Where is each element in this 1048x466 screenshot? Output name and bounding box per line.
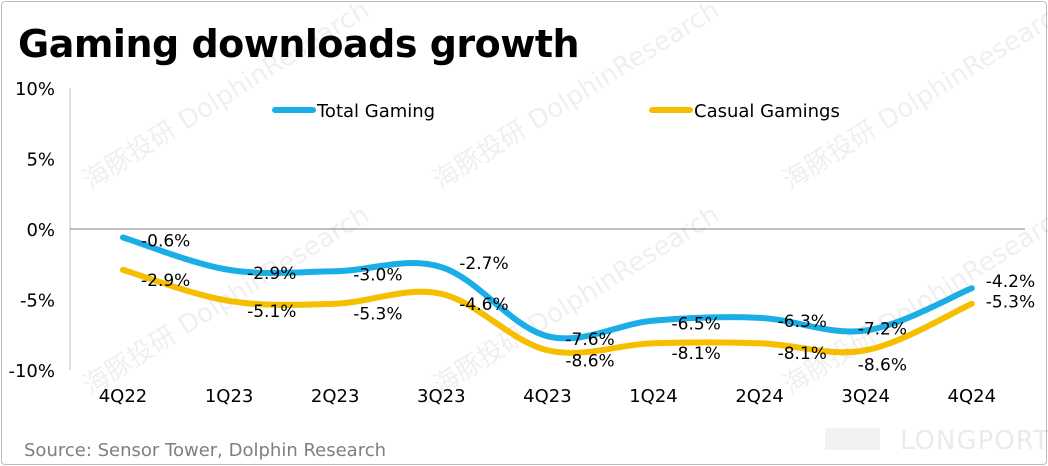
legend-label: Total Gaming [316,101,435,122]
total-gaming-line [120,234,975,342]
x-tick-label: 4Q23 [523,386,572,407]
y-tick-label: -10% [8,361,55,382]
source-note: Source: Sensor Tower, Dolphin Research [24,440,387,461]
casual-data-label: -8.6% [858,355,907,375]
casual-data-label: -5.1% [247,302,296,322]
casual-data-label: -8.1% [672,344,721,364]
x-tick-label: 3Q24 [841,386,890,407]
casual-data-label: -8.6% [565,351,614,371]
total-data-label: -0.6% [141,231,190,251]
x-tick-label: 1Q23 [205,386,254,407]
x-tick-label: 3Q23 [417,386,466,407]
watermark: 海豚投研 DolphinResearch [778,0,1048,196]
logo-mark [825,428,880,450]
total-data-label: -2.7% [459,254,508,274]
casual-gaming-line [120,266,975,356]
logo-text: LONGPORT [900,426,1048,456]
total-data-label: -3.0% [353,265,402,285]
y-tick-label: 0% [26,220,55,241]
total-data-label: -6.3% [778,312,827,332]
legend-label: Casual Gamings [694,101,840,122]
total-data-label: -6.5% [672,315,721,335]
total-data-label: -7.6% [565,330,614,350]
casual-data-label: -2.9% [141,271,190,291]
watermark: 海豚投研 DolphinResearch [428,0,725,196]
x-tick-label: 2Q24 [735,386,784,407]
casual-data-label: -4.6% [459,295,508,315]
chart-title: Gaming downloads growth [18,22,580,66]
x-tick-label: 1Q24 [629,386,678,407]
watermark: 海豚投研 DolphinResearch [78,0,375,196]
total-data-label: -7.2% [858,320,907,340]
x-tick-label: 2Q23 [311,386,360,407]
x-tick-label: 4Q22 [99,386,148,407]
x-tick-label: 4Q24 [948,386,997,407]
y-tick-label: -5% [20,291,55,312]
casual-data-label: -8.1% [778,344,827,364]
y-tick-label: 10% [15,79,55,100]
y-tick-label: 5% [26,150,55,171]
total-data-label: -2.9% [247,264,296,284]
casual-data-label: -5.3% [986,293,1035,313]
casual-data-label: -5.3% [353,305,402,325]
total-data-label: -4.2% [986,272,1035,292]
